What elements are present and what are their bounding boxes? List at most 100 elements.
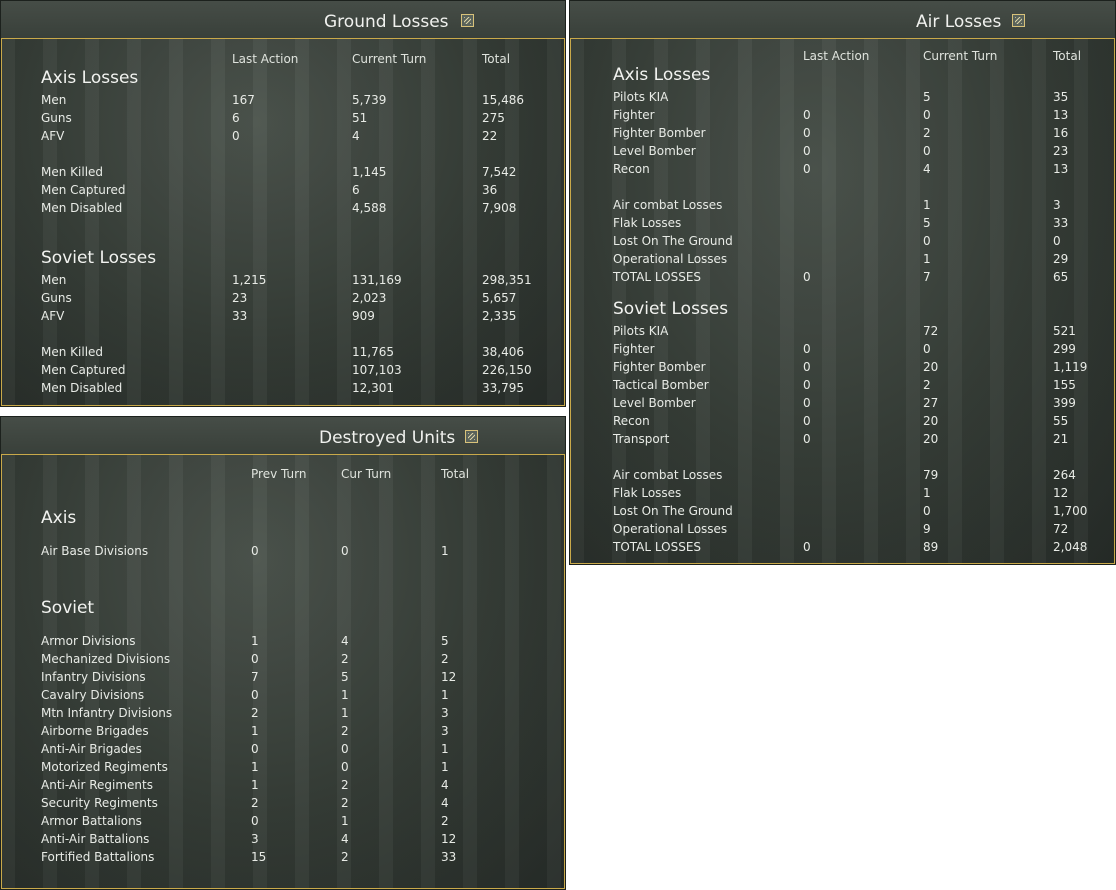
row-value-current: 1: [923, 252, 931, 266]
row-value-total: 13: [1053, 108, 1069, 122]
row-label: Air combat Losses: [613, 198, 723, 212]
expand-icon[interactable]: [1012, 14, 1025, 27]
column-header-total: Total: [1053, 49, 1082, 63]
row-value-prev: 3: [251, 832, 259, 846]
row-value-total: 65: [1053, 270, 1069, 284]
row-value-last: 1,215: [232, 273, 267, 287]
row-label: Guns: [41, 291, 72, 305]
row-label: Recon: [613, 162, 650, 176]
row-value-current: 20: [923, 432, 939, 446]
row-value-current: 72: [923, 324, 939, 338]
row-value-last: 6: [232, 111, 240, 125]
row-value-total: 36: [482, 183, 498, 197]
column-header-last-action: Last Action: [803, 49, 870, 63]
row-value-total: 7,908: [482, 201, 517, 215]
row-label: Men Killed: [41, 345, 104, 359]
ground-losses-panel: Ground Losses Last Action Current Turn T…: [0, 0, 566, 407]
row-label: Cavalry Divisions: [41, 688, 145, 702]
row-value-last: 0: [803, 108, 811, 122]
row-value-total: 33: [441, 850, 457, 864]
row-label: AFV: [41, 309, 65, 323]
row-value-total: 23: [1053, 144, 1069, 158]
row-value-total: 33: [1053, 216, 1069, 230]
row-value-current: 11,765: [352, 345, 394, 359]
row-value-current: 0: [923, 504, 931, 518]
axis-losses-heading: Axis Losses: [41, 68, 139, 88]
row-value-current: 9: [923, 522, 931, 536]
row-value-prev: 2: [251, 706, 259, 720]
row-label: Men Captured: [41, 363, 126, 377]
row-label: Fighter: [613, 342, 655, 356]
row-value-total: 1: [441, 742, 449, 756]
row-value-total: 1,119: [1053, 360, 1088, 374]
row-value-current: 5: [923, 90, 931, 104]
row-value-cur: 2: [341, 796, 349, 810]
expand-icon[interactable]: [461, 14, 474, 27]
row-value-current: 1,145: [352, 165, 387, 179]
row-value-total: 7,542: [482, 165, 517, 179]
row-value-last: 0: [803, 414, 811, 428]
row-label: Armor Divisions: [41, 634, 136, 648]
row-value-prev: 15: [251, 850, 267, 864]
row-value-last: 0: [803, 144, 811, 158]
row-label: Fighter: [613, 108, 655, 122]
soviet-losses-heading: Soviet Losses: [613, 299, 729, 319]
row-value-total: 1: [441, 688, 449, 702]
row-value-total: 3: [441, 706, 449, 720]
soviet-heading: Soviet: [41, 598, 95, 618]
row-value-current: 0: [923, 144, 931, 158]
row-value-prev: 1: [251, 724, 259, 738]
row-label: Security Regiments: [41, 796, 158, 810]
row-label: Men Killed: [41, 165, 104, 179]
row-value-current: 20: [923, 360, 939, 374]
destroyed-units-header: Destroyed Units: [1, 417, 565, 455]
row-value-total: 2: [441, 814, 449, 828]
row-value-total: 1: [441, 760, 449, 774]
destroyed-units-panel: Destroyed Units Prev Turn Cur Turn Total…: [0, 416, 566, 890]
row-value-total: 298,351: [482, 273, 532, 287]
row-label: Men Captured: [41, 183, 126, 197]
row-value-total: 12: [441, 832, 457, 846]
row-label: TOTAL LOSSES: [613, 540, 702, 554]
row-value-current: 2: [923, 126, 931, 140]
row-value-total: 521: [1053, 324, 1076, 338]
air-losses-panel: Air Losses Last Action Current Turn Tota…: [569, 0, 1116, 565]
row-value-total: 55: [1053, 414, 1069, 428]
row-value-cur: 1: [341, 688, 349, 702]
row-value-prev: 0: [251, 742, 259, 756]
row-value-last: 167: [232, 93, 255, 107]
row-label: Pilots KIA: [613, 324, 669, 338]
row-value-cur: 0: [341, 760, 349, 774]
column-header-current-turn: Current Turn: [352, 52, 427, 66]
row-value-current: 20: [923, 414, 939, 428]
row-label: Fortified Battalions: [41, 850, 155, 864]
row-label: Anti-Air Battalions: [41, 832, 150, 846]
row-value-current: 131,169: [352, 273, 402, 287]
row-label: Flak Losses: [613, 486, 682, 500]
expand-icon[interactable]: [465, 430, 478, 443]
column-header-total: Total: [441, 467, 470, 481]
row-label: Guns: [41, 111, 72, 125]
row-value-total: 0: [1053, 234, 1061, 248]
row-label: Airborne Brigades: [41, 724, 149, 738]
row-value-prev: 1: [251, 778, 259, 792]
row-value-cur: 1: [341, 814, 349, 828]
row-label: Fighter Bomber: [613, 126, 706, 140]
axis-losses-heading: Axis Losses: [613, 65, 711, 85]
row-value-prev: 1: [251, 760, 259, 774]
row-value-current: 5: [923, 216, 931, 230]
row-value-current: 2: [923, 378, 931, 392]
column-header-cur-turn: Cur Turn: [341, 467, 392, 481]
row-value-total: 299: [1053, 342, 1076, 356]
row-value-current: 7: [923, 270, 931, 284]
row-value-total: 1,700: [1053, 504, 1088, 518]
row-label: Operational Losses: [613, 522, 728, 536]
row-label: Recon: [613, 414, 650, 428]
row-label: Motorized Regiments: [41, 760, 168, 774]
column-header-total: Total: [482, 52, 511, 66]
row-value-current: 0: [923, 234, 931, 248]
row-value-last: 0: [803, 396, 811, 410]
row-label: Operational Losses: [613, 252, 728, 266]
row-value-current: 6: [352, 183, 360, 197]
row-label: Fighter Bomber: [613, 360, 706, 374]
